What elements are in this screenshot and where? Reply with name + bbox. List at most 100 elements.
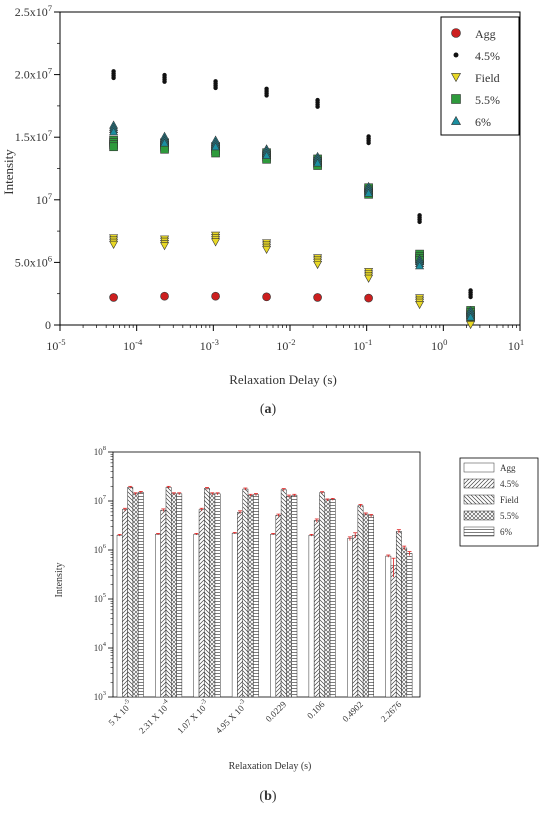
panel-a-point — [466, 321, 476, 330]
panel-b-y-tick-label-base: 10 — [94, 496, 104, 506]
panel-b-x-tick-label-group: 0.0229 — [264, 699, 289, 724]
panel-b-x-tick-label-base: 1.07 X 10 — [175, 703, 208, 736]
panel-a-x-tick-label-exp: 0 — [443, 337, 447, 347]
panel-a-x-tick-label-exp: -2 — [288, 337, 295, 347]
panel-a-point — [468, 294, 473, 300]
panel-b-x-tick-label: 1.07 X 10-3 — [174, 698, 212, 736]
panel-b-legend-label: Field — [500, 495, 519, 505]
panel-a-legend: Agg 4.5% Field 5.5% 6% — [440, 16, 520, 136]
panel-a-y-tick-label-base: 1.5x10 — [15, 130, 48, 144]
panel-a-y-tick-label-exp: 7 — [48, 128, 53, 138]
panel-b-y-tick-label-exp: 8 — [103, 445, 106, 452]
panel-a-y-tick-label: 2.0x107 — [15, 66, 53, 82]
panel-b-legend-swatch — [463, 510, 495, 521]
panel-a-point — [451, 28, 461, 38]
panel-a-y-tick-label-base: 2.0x10 — [15, 68, 48, 82]
panel-b-y-tick-label: 107 — [94, 494, 107, 506]
panel-b-y-tick-label-exp: 5 — [103, 592, 106, 599]
panel-a-point — [364, 293, 373, 303]
panel-a-y-tick-label: 2.5x107 — [15, 3, 53, 19]
panel-b-bar — [313, 520, 320, 698]
panel-b-bar — [347, 538, 353, 698]
panel-b-bar — [368, 515, 375, 698]
panel-a-x-tick-label: 101 — [508, 337, 524, 353]
panel-a-point — [417, 219, 422, 225]
panel-a-point — [415, 301, 425, 310]
panel-a-x-tick-label: 10-5 — [46, 337, 65, 353]
panel-a-y-tick-label: 0 — [45, 318, 51, 332]
panel-a-y-tick-label-base: 10 — [36, 193, 48, 207]
panel-b-bar — [137, 492, 144, 698]
panel-a-legend-label: 5.5% — [475, 93, 500, 107]
panel-b-bar — [165, 487, 172, 698]
panel-b-x-tick-label-group: 0.4902 — [340, 699, 365, 724]
panel-b-legend-swatch — [463, 526, 495, 537]
panel-a-x-tick-label-base: 10 — [431, 339, 443, 353]
panel-b-bar — [237, 511, 243, 698]
panel-b-bar — [231, 532, 238, 698]
panel-a-point — [160, 138, 170, 147]
panel-a-x-tick-label-base: 10 — [200, 339, 212, 353]
panel-b-bar — [385, 555, 392, 698]
panel-a-legend-label: Agg — [475, 27, 496, 41]
panel-b-bar — [132, 493, 139, 698]
panel-b-x-tick-label: 4.95 X 10-3 — [212, 698, 250, 736]
panel-b-y-axis-label: Intensity — [54, 563, 65, 598]
panel-b-y-tick-label-base: 10 — [94, 447, 104, 457]
panel-a-point — [364, 274, 374, 283]
panel-b-bar — [253, 494, 259, 698]
panel-b-x-tick-label-base: 5 X 10 — [106, 703, 131, 728]
panel-a-x-tick-label-exp: -3 — [212, 337, 219, 347]
panel-a-y-tick-label-base: 2.5x10 — [15, 5, 48, 19]
panel-b-bar — [319, 492, 326, 698]
panel-a-point — [364, 188, 374, 197]
panel-b-x-tick-label-base: 0.4902 — [340, 699, 365, 724]
panel-b-bar — [390, 565, 397, 698]
panel-b-bar — [270, 533, 277, 698]
panel-b-x-tick-label-group: 4.95 X 10-3 — [212, 698, 250, 736]
panel-a-y-tick-label: 107 — [36, 191, 53, 207]
panel-b-plot-frame — [112, 451, 421, 698]
panel-b-x-tick-label-group: 5 X 10-5 — [105, 698, 135, 728]
panel-b-legend-swatch — [463, 478, 495, 489]
panel-a-point — [109, 142, 118, 152]
panel-a-point — [466, 312, 476, 321]
panel-b-x-tick-label-base: 2.31 X 10 — [137, 703, 170, 736]
panel-a-y-axis-label: Intensity — [1, 149, 16, 195]
panel-a-legend-label: 6% — [475, 115, 491, 129]
panel-b-x-tick-label-group: 0.106 — [305, 699, 327, 721]
panel-b-y-tick-label-exp: 7 — [103, 494, 107, 501]
panel-b-x-tick-label-group: 2.31 X 10-4 — [135, 697, 173, 735]
panel-b-legend-swatch — [463, 462, 495, 473]
panel-b-x-tick-label-group: 1.07 X 10-3 — [174, 698, 212, 736]
panel-a-x-tick-label-base: 10 — [353, 339, 365, 353]
panel-a-x-tick-label: 100 — [431, 337, 447, 353]
panel-a-point — [450, 73, 462, 83]
panel-a-x-tick-label: 10-1 — [353, 337, 372, 353]
panel-a-x-tick-label-base: 10 — [46, 339, 58, 353]
panel-a-y-tick-label-exp: 7 — [48, 66, 53, 76]
panel-b-x-tick-label: 5 X 10-5 — [105, 698, 135, 728]
panel-a-x-tick-label-base: 10 — [508, 339, 520, 353]
panel-b-bar — [395, 531, 402, 698]
panel-b-bar — [171, 493, 177, 698]
panel-a-x-axis-label: Relaxation Delay (s) — [229, 372, 337, 387]
panel-b-bar — [160, 509, 167, 698]
panel-b-x-tick-label: 2.31 X 10-4 — [135, 697, 173, 735]
panel-a-point — [262, 292, 271, 302]
panel-a-point — [109, 240, 119, 250]
panel-a-y-tick-label-base: 5.0x10 — [15, 255, 48, 269]
panel-b-bar — [275, 515, 282, 698]
panel-b-bar — [127, 487, 134, 698]
panel-b-x-axis-label: Relaxation Delay (s) — [229, 761, 312, 772]
panel-a-point — [453, 52, 459, 58]
panel-a-y-tick-label-exp: 6 — [48, 253, 53, 263]
panel-a-point — [313, 260, 323, 270]
panel-b-y-tick-label-exp: 6 — [103, 543, 107, 550]
panel-b-x-tick-label-exp: -5 — [122, 698, 131, 707]
panel-a-point — [211, 238, 221, 247]
panel-b-legend: Agg 4.5% Field 5.5% 6% — [459, 457, 539, 547]
panel-a-letter: a — [265, 402, 272, 417]
panel-a-point — [450, 115, 462, 125]
